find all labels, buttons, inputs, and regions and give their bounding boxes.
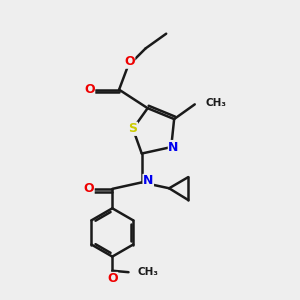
Text: CH₃: CH₃ <box>138 267 159 277</box>
Text: O: O <box>83 182 94 195</box>
Text: S: S <box>128 122 137 135</box>
Text: O: O <box>107 272 118 286</box>
Text: O: O <box>124 55 135 68</box>
Text: N: N <box>168 141 179 154</box>
Text: CH₃: CH₃ <box>205 98 226 108</box>
Text: O: O <box>84 83 95 96</box>
Text: N: N <box>143 174 153 188</box>
